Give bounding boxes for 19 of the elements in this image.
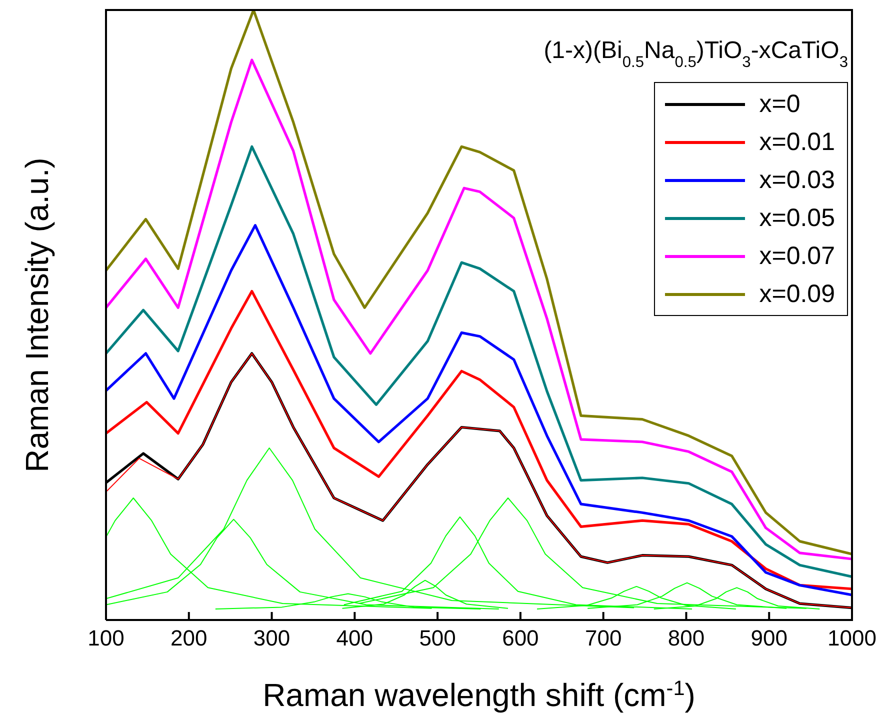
x-tick-label: 100 [88,626,124,651]
x-tick-label: 700 [584,626,622,651]
legend-label: x=0 [759,90,800,118]
legend-label: x=0.09 [759,280,835,308]
x-tick-label: 200 [170,626,208,651]
legend-label: x=0.03 [759,166,835,194]
y-axis-title: Raman Intensity (a.u.) [19,158,55,472]
x-tick-label: 900 [750,626,788,651]
x-axis-title: Raman wavelength shift (cm$^{-1}$) [262,676,696,713]
x-tick-label: 800 [668,626,705,651]
legend-label: x=0.07 [759,242,835,270]
x-tick-label: 1000 [828,626,876,651]
x-tick-label: 300 [253,626,290,651]
x-tick-label: 500 [419,626,456,651]
x-tick-label: 600 [502,626,539,651]
text: (1-x)(Bi$_{0.5}$Na$_{0.5}$)TiO$_{3}$-xCaTiO$_{3}$ [544,37,848,70]
x-tick-label: 400 [336,626,374,651]
legend-label: x=0.01 [759,128,835,156]
legend-label: x=0.05 [759,204,835,232]
